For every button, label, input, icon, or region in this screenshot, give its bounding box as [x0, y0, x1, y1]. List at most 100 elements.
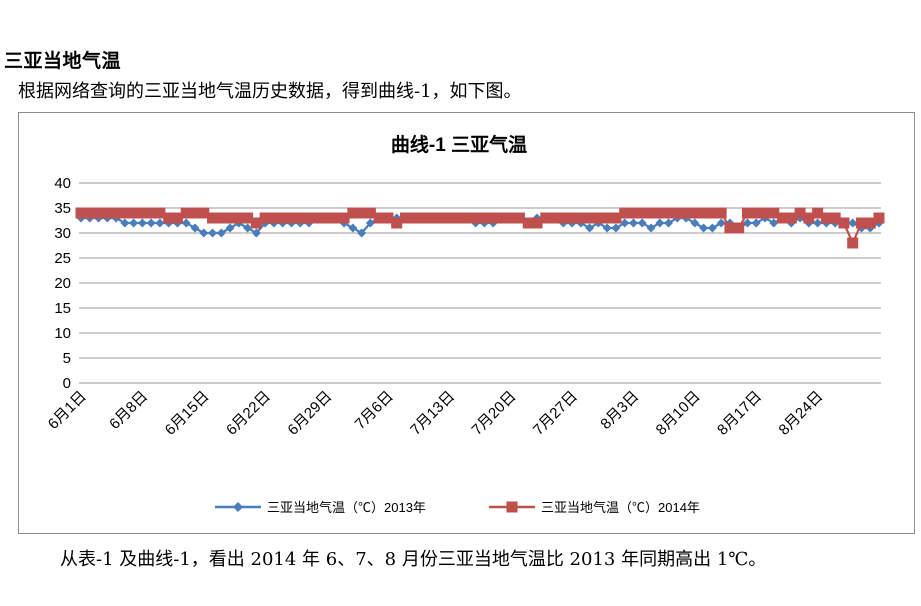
data-point-2014 [250, 217, 262, 229]
data-point-2013 [146, 218, 156, 228]
legend-marker-2014 [506, 501, 518, 513]
y-tick-label: 25 [54, 250, 71, 267]
data-point-2013 [243, 223, 253, 233]
data-point-2014 [452, 212, 464, 224]
data-point-2014 [285, 212, 297, 224]
data-point-2014 [522, 217, 534, 229]
data-point-2014 [768, 207, 780, 219]
data-point-2014 [259, 212, 271, 224]
data-point-2014 [785, 212, 797, 224]
data-point-2014 [855, 217, 867, 229]
data-point-2013 [602, 223, 612, 233]
data-point-2014 [75, 207, 87, 219]
x-tick-label: 7月6日 [352, 388, 397, 433]
data-point-2014 [338, 212, 350, 224]
data-point-2014 [417, 212, 429, 224]
data-point-2013 [813, 218, 823, 228]
x-tick-label: 6月22日 [223, 388, 274, 439]
data-point-2014 [426, 212, 438, 224]
data-point-2014 [794, 207, 806, 219]
data-point-2014 [119, 207, 131, 219]
data-point-2013 [190, 223, 200, 233]
data-point-2014 [303, 212, 315, 224]
data-point-2014 [84, 207, 96, 219]
data-point-2014 [654, 207, 666, 219]
x-tick-label: 7月20日 [469, 388, 520, 439]
y-tick-label: 10 [54, 325, 71, 342]
data-point-2013 [620, 218, 630, 228]
data-point-2014 [408, 212, 420, 224]
data-point-2014 [215, 212, 227, 224]
data-point-2014 [180, 207, 192, 219]
chart-title: 曲线-1 三亚气温 [391, 133, 527, 156]
data-point-2014 [277, 212, 289, 224]
data-point-2014 [399, 212, 411, 224]
data-point-2014 [566, 212, 578, 224]
data-point-2014 [698, 207, 710, 219]
x-tick-label: 7月13日 [407, 388, 458, 439]
data-point-2014 [777, 212, 789, 224]
data-point-2014 [715, 207, 727, 219]
data-point-2014 [163, 212, 175, 224]
data-point-2014 [233, 212, 245, 224]
x-tick-label: 6月15日 [162, 388, 213, 439]
data-point-2013 [365, 218, 375, 228]
data-point-2013 [769, 218, 779, 228]
data-point-2014 [724, 222, 736, 234]
data-point-2013 [611, 223, 621, 233]
data-point-2014 [321, 212, 333, 224]
data-point-2014 [549, 212, 561, 224]
data-point-2014 [741, 207, 753, 219]
data-point-2014 [461, 212, 473, 224]
y-tick-label: 30 [54, 225, 71, 242]
data-point-2013 [120, 218, 130, 228]
data-point-2014 [145, 207, 157, 219]
data-point-2014 [680, 207, 692, 219]
data-point-2013 [225, 223, 235, 233]
data-point-2014 [478, 212, 490, 224]
data-point-2014 [496, 212, 508, 224]
chart-frame: 曲线-1 三亚气温 0 5 10 15 20 25 30 35 40 6月1日 6月8日 6月15日 6… [18, 112, 915, 534]
data-point-2014 [198, 207, 210, 219]
data-point-2013 [137, 218, 147, 228]
data-point-2014 [663, 207, 675, 219]
data-point-2014 [136, 207, 148, 219]
data-point-2014 [820, 212, 832, 224]
data-point-2014 [838, 217, 850, 229]
data-point-2014 [224, 212, 236, 224]
intro-paragraph: 根据网络查询的三亚当地气温历史数据，得到曲线-1，如下图。 [18, 81, 522, 102]
data-point-2014 [829, 212, 841, 224]
data-point-2013 [585, 223, 595, 233]
data-point-2013 [848, 218, 858, 228]
y-tick-label: 0 [63, 375, 71, 392]
data-point-2014 [864, 217, 876, 229]
data-point-2014 [207, 212, 219, 224]
data-point-2014 [505, 212, 517, 224]
data-point-2013 [628, 218, 638, 228]
y-tick-label: 20 [54, 275, 71, 292]
data-point-2014 [601, 212, 613, 224]
data-point-2014 [110, 207, 122, 219]
data-point-2014 [873, 212, 885, 224]
x-tick-label: 8月17日 [714, 388, 765, 439]
data-point-2014 [540, 212, 552, 224]
data-point-2014 [557, 212, 569, 224]
data-point-2014 [443, 212, 455, 224]
data-point-2014 [847, 237, 859, 249]
data-point-2013 [251, 228, 261, 238]
x-tick-label: 6月8日 [106, 388, 151, 433]
data-point-2013 [357, 228, 367, 238]
data-point-2014 [347, 207, 359, 219]
data-point-2014 [812, 207, 824, 219]
x-tick-label: 8月3日 [597, 388, 642, 433]
data-point-2013 [208, 228, 218, 238]
data-point-2014 [636, 207, 648, 219]
data-point-2014 [373, 212, 385, 224]
legend-marker-2013 [233, 502, 243, 512]
data-point-2014 [487, 212, 499, 224]
data-point-2013 [646, 223, 656, 233]
data-point-2014 [671, 207, 683, 219]
data-point-2013 [690, 218, 700, 228]
data-point-2014 [154, 207, 166, 219]
